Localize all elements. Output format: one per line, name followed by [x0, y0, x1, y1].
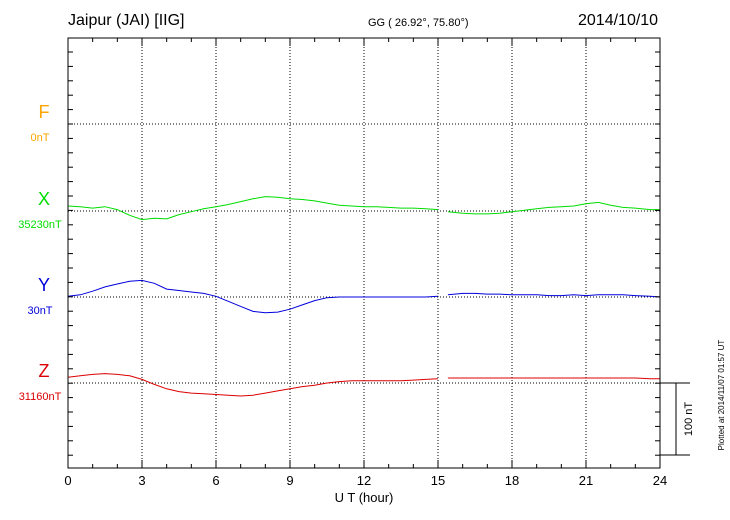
station-title: Jaipur (JAI) [IIG]: [68, 12, 185, 29]
scale-bar-label: 100 nT: [683, 402, 695, 437]
series-line-x: [67, 196, 660, 221]
x-tick-label: 3: [138, 473, 145, 488]
plotted-timestamp: Plotted at 2014/11/07 01:57 UT: [717, 340, 726, 451]
component-baseline-y: 30nT: [27, 305, 52, 317]
x-tick-label: 0: [64, 473, 71, 488]
scale-bar: 100 nT: [660, 382, 695, 456]
tick-layer: 0 3 6 9 12 15 18 21 24: [64, 38, 667, 488]
component-baseline-z: 31160nT: [19, 391, 62, 403]
x-tick-label: 15: [431, 473, 445, 488]
x-tick-label: 18: [505, 473, 519, 488]
component-label-y: Y: [38, 275, 50, 295]
x-axis-title: U T (hour): [335, 490, 394, 505]
component-label-x: X: [38, 189, 50, 209]
series-line-y: [67, 279, 661, 314]
component-label-f: F: [39, 102, 50, 122]
component-label-z: Z: [39, 361, 50, 381]
x-tick-label: 12: [357, 473, 371, 488]
series-line-z: [67, 373, 660, 397]
component-baseline-x: 35230nT: [18, 219, 62, 231]
x-tick-label: 9: [286, 473, 293, 488]
series-layer: F 0nT X 35230nT Y 30nT Z 31160nT: [18, 102, 661, 403]
geographic-coordinates: GG ( 26.92°, 75.80°): [368, 17, 469, 29]
observation-date: 2014/10/10: [578, 12, 659, 29]
x-tick-label: 6: [212, 473, 219, 488]
grid-layer: [68, 38, 660, 468]
x-tick-label: 21: [579, 473, 593, 488]
plot-frame: [67, 37, 661, 469]
x-tick-label: 24: [653, 473, 667, 488]
component-baseline-f: 0nT: [31, 132, 50, 144]
